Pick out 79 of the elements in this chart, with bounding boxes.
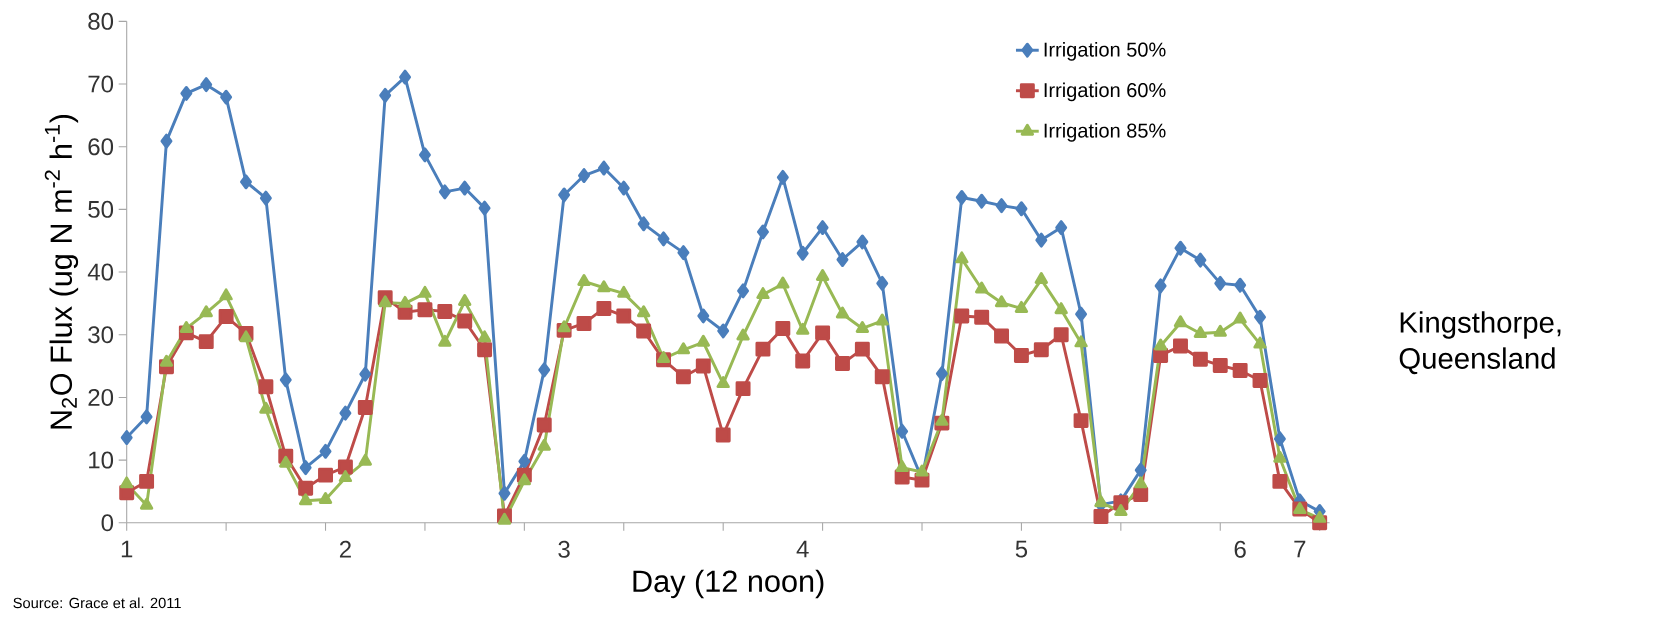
point <box>1194 252 1207 268</box>
point <box>478 200 491 216</box>
point <box>458 180 471 196</box>
point <box>1015 201 1028 217</box>
y-tick-label: 70 <box>88 75 114 93</box>
x-tick-label: 6 <box>1234 540 1246 558</box>
point <box>418 147 431 163</box>
x-tick-label: 7 <box>1294 540 1306 558</box>
x-tick-label: 3 <box>558 540 570 558</box>
y-tick-label: 20 <box>88 388 114 406</box>
y-tick-label: 80 <box>88 12 114 30</box>
legend-label: Irrigation 60% <box>1044 82 1166 102</box>
point <box>279 372 292 388</box>
point <box>498 485 511 501</box>
point <box>876 275 889 291</box>
point <box>995 198 1008 214</box>
text: Kingsthorpe, Queensland <box>1399 311 1561 375</box>
point <box>975 193 988 209</box>
point <box>438 184 451 200</box>
point <box>339 405 352 421</box>
point <box>558 187 571 203</box>
point <box>299 460 312 476</box>
point <box>856 234 869 250</box>
point <box>379 87 392 103</box>
point <box>259 190 272 206</box>
y-tick-label: 0 <box>101 514 114 532</box>
x-axis-title: Day (12 noon) <box>633 569 824 599</box>
point <box>597 160 610 176</box>
source-note: Source: Grace et al. 2011 <box>13 597 181 609</box>
point <box>120 430 133 445</box>
point <box>756 224 769 240</box>
point <box>359 366 372 382</box>
point <box>1154 278 1167 294</box>
point <box>140 409 153 425</box>
y-tick-label: 40 <box>87 263 114 281</box>
point <box>697 308 710 324</box>
point <box>657 231 670 247</box>
point <box>637 216 650 232</box>
point <box>955 189 968 205</box>
point <box>578 168 590 183</box>
point <box>538 362 551 378</box>
point <box>935 366 948 381</box>
point <box>896 423 909 439</box>
point <box>1035 232 1048 248</box>
point <box>737 283 750 299</box>
point <box>518 453 531 469</box>
legend-label: Irrigation 50% <box>1044 41 1166 61</box>
point <box>1174 240 1187 256</box>
point <box>1055 220 1068 235</box>
y-tick-label: 30 <box>88 326 114 344</box>
point <box>240 174 252 190</box>
point <box>677 245 690 261</box>
legend-label: Irrigation 85% <box>1044 122 1166 142</box>
point <box>1075 306 1088 322</box>
point <box>836 251 849 267</box>
y-tick-label: 60 <box>88 138 114 156</box>
point <box>816 220 829 235</box>
point <box>180 85 193 101</box>
x-tick-label: 2 <box>339 540 351 558</box>
point <box>160 133 173 149</box>
point <box>1273 431 1286 447</box>
point <box>319 443 332 459</box>
point <box>399 69 412 85</box>
x-tick-label: 4 <box>796 540 809 558</box>
y-tick-label: 50 <box>88 200 114 218</box>
point <box>776 169 789 185</box>
point <box>617 180 630 196</box>
x-tick-label: 5 <box>1015 540 1028 558</box>
y-tick-label: 10 <box>89 451 114 469</box>
point <box>717 323 730 339</box>
y-axis-title: N$_{2}$O Flux (ug N m$^{-2}$ h$^{-1}$) <box>44 114 79 429</box>
point <box>1214 275 1227 291</box>
point <box>220 89 233 105</box>
point <box>200 77 213 93</box>
point <box>1234 277 1247 293</box>
x-tick-label: 1 <box>121 540 133 558</box>
point <box>796 245 809 261</box>
point <box>1254 309 1266 325</box>
point <box>1134 462 1147 478</box>
